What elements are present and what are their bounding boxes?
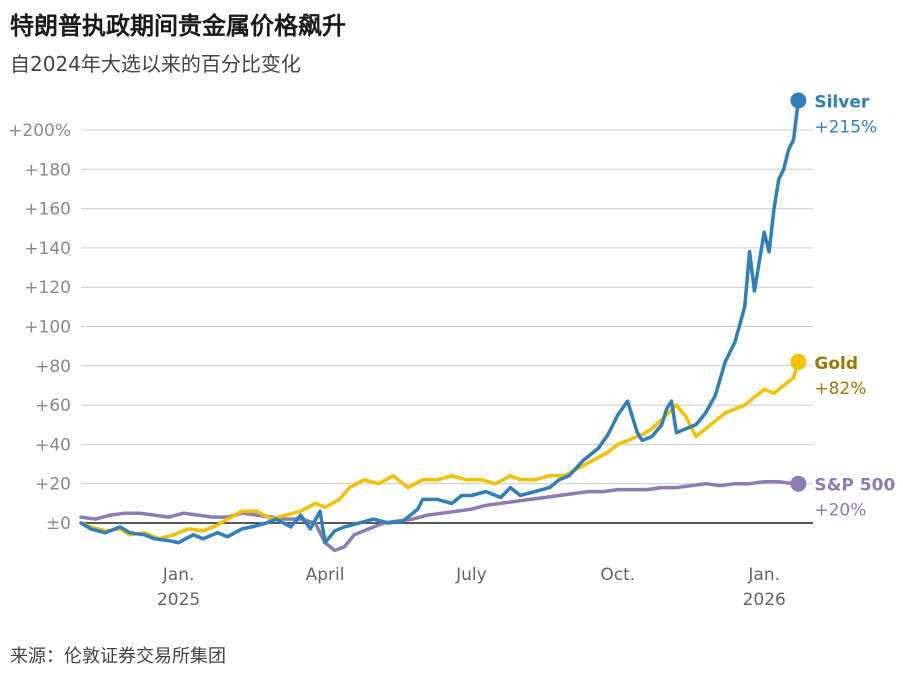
gold-name-label: Gold xyxy=(814,354,858,374)
x-tick-label: July xyxy=(455,565,487,585)
silver-end-dot xyxy=(790,92,807,109)
s-p-500-value-label: +20% xyxy=(814,501,866,521)
x-tick-label: Oct. xyxy=(600,565,635,585)
gridlines xyxy=(81,129,813,524)
y-tick-label: +100 xyxy=(24,318,71,338)
line-chart: +200%+180+160+140+120+100+80+60+40+20±0 … xyxy=(8,92,895,610)
s-p-500-line xyxy=(79,479,801,553)
gold-value-label: +82% xyxy=(814,379,866,399)
source-note: 来源：伦敦证券交易所集团 xyxy=(10,646,226,667)
s-p-500-end-dot xyxy=(790,475,807,492)
x-axis-ticks: Jan. 2025 April July Oct. Jan. 2026 xyxy=(157,565,786,610)
silver-line xyxy=(79,98,801,545)
silver-value-label: +215% xyxy=(814,118,877,138)
gold-line xyxy=(79,360,801,541)
y-tick-label: +200% xyxy=(8,121,71,141)
x-tick-year-label: 2026 xyxy=(743,590,786,610)
y-tick-label: +40 xyxy=(35,435,71,455)
series-end-labels: S&P 500 +20% Gold +82% Silver +215% xyxy=(790,92,895,521)
y-tick-label: +180 xyxy=(24,160,71,180)
x-tick-label: Jan. xyxy=(162,565,195,585)
y-tick-label: +120 xyxy=(24,278,71,298)
silver-name-label: Silver xyxy=(814,93,870,113)
series-lines xyxy=(79,98,801,553)
x-tick-label: April xyxy=(306,565,345,585)
y-tick-label: +140 xyxy=(24,239,71,259)
y-axis-ticks: +200% +180 +160 +140 +120 +100 +80 +60 +40 +20 ±0 xyxy=(8,121,71,534)
y-tick-label: +80 xyxy=(35,357,71,377)
y-tick-label: ±0 xyxy=(46,514,71,534)
x-tick-label: Jan. xyxy=(747,565,780,585)
s-p-500-name-label: S&P 500 xyxy=(814,476,895,496)
chart-subtitle: 自2024年大选以来的百分比变化 xyxy=(10,52,301,76)
y-tick-label: +160 xyxy=(24,200,71,220)
gold-end-dot xyxy=(790,353,807,370)
x-tick-year-label: 2025 xyxy=(157,590,200,610)
chart-title: 特朗普执政期间贵金属价格飙升 xyxy=(10,12,346,40)
y-tick-label: +20 xyxy=(35,475,71,495)
y-tick-label: +60 xyxy=(35,396,71,416)
